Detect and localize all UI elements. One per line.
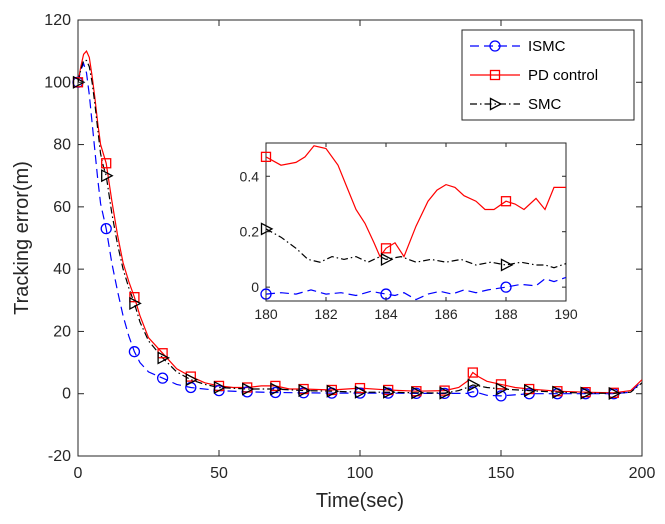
main-marker-pd-control <box>101 158 112 169</box>
main-marker-smc <box>439 386 453 400</box>
inset-plot-area <box>265 142 567 302</box>
main-x-tick-label: 0 <box>74 465 83 482</box>
inset-marker-smc <box>380 252 394 266</box>
main-marker-ismc <box>156 372 169 384</box>
main-marker-smc <box>157 351 171 365</box>
legend-label-smc: SMC <box>528 96 562 113</box>
main-x-tick-label: 50 <box>210 465 228 482</box>
main-marker-smc <box>185 373 199 387</box>
main-marker-smc <box>129 296 142 310</box>
x-axis-label: Time(sec) <box>316 490 404 512</box>
main-line-smc <box>78 59 642 395</box>
inset-y-ticks: 0 0.2 0.4 <box>240 168 566 295</box>
inset-marker-pd-control <box>500 196 512 207</box>
inset-y-tick-label: 0.4 <box>240 168 260 184</box>
main-x-ticks: 0 50 100 150 200 <box>74 20 656 482</box>
main-y-tick-label: 60 <box>53 199 71 216</box>
main-series-markers <box>72 75 622 402</box>
legend-items <box>470 40 520 111</box>
inset-line-pd-control <box>266 145 566 258</box>
main-marker-smc <box>298 384 312 398</box>
main-marker-ismc <box>100 223 112 235</box>
main-marker-smc <box>213 380 227 395</box>
inset-x-tick-label: 182 <box>314 306 338 322</box>
main-y-tick-label: -20 <box>48 448 71 465</box>
main-y-tick-label: 0 <box>62 386 71 403</box>
main-marker-pd-control <box>467 367 478 378</box>
main-marker-smc <box>411 386 424 400</box>
main-x-tick-label: 200 <box>629 465 656 482</box>
main-y-tick-label: 20 <box>53 323 71 340</box>
main-marker-smc <box>354 385 368 399</box>
main-y-tick-label: 80 <box>53 137 71 154</box>
inset-x-tick-label: 188 <box>494 306 518 322</box>
legend-marker-ismc <box>489 40 501 52</box>
main-y-tick-label: 100 <box>44 74 71 91</box>
main-marker-ismc <box>467 386 479 398</box>
inset-line-smc <box>266 228 566 269</box>
main-line-pd-control <box>78 50 642 394</box>
main-marker-smc <box>495 382 509 396</box>
inset-y-tick-label: 0.2 <box>240 224 260 240</box>
main-marker-smc <box>467 378 481 392</box>
inset-y-tick-label: 0 <box>251 279 259 295</box>
main-marker-smc <box>608 386 622 400</box>
main-line-ismc <box>78 61 642 397</box>
inset-x-tick-label: 180 <box>254 306 278 322</box>
main-marker-ismc <box>128 346 141 358</box>
inset-x-tick-label: 184 <box>374 306 398 322</box>
main-y-tick-label: 40 <box>53 261 71 278</box>
inset-marker-ismc <box>500 281 512 293</box>
legend-label-ismc: ISMC <box>528 38 566 55</box>
inset-marker-pd-control <box>380 243 392 254</box>
main-marker-ismc <box>495 390 507 402</box>
main-marker-smc <box>326 384 340 398</box>
main-marker-smc <box>524 384 537 398</box>
inset-x-ticks: 180 182 184 186 188 190 <box>254 143 578 322</box>
inset-series-lines <box>266 145 566 301</box>
legend-marker-smc <box>489 97 503 111</box>
main-marker-smc <box>101 169 114 183</box>
main-marker-smc <box>270 382 283 396</box>
legend-marker-pd-control <box>489 69 501 81</box>
main-y-ticks: -20 0 20 40 60 80 100 120 <box>44 12 642 465</box>
main-marker-smc <box>383 385 396 399</box>
main-series-lines <box>78 50 642 397</box>
inset-marker-smc <box>500 258 514 272</box>
inset-x-tick-label: 186 <box>434 306 458 322</box>
inset-marker-pd-control <box>260 151 272 163</box>
main-marker-smc <box>552 385 565 399</box>
main-marker-smc <box>242 382 255 396</box>
legend: ISMC PD control SMC <box>461 29 635 121</box>
main-marker-smc <box>72 75 86 89</box>
legend-label-pd-control: PD control <box>528 67 598 84</box>
main-x-tick-label: 100 <box>347 465 374 482</box>
main-marker-smc <box>580 386 594 400</box>
main-x-tick-label: 150 <box>488 465 515 482</box>
inset-line-ismc <box>266 276 566 301</box>
inset-x-tick-label: 190 <box>554 306 578 322</box>
y-axis-label: Tracking error(m) <box>11 161 33 315</box>
main-y-tick-label: 120 <box>44 12 71 29</box>
inset-axes: 180 182 184 186 188 190 0 0.2 0.4 <box>240 142 578 322</box>
